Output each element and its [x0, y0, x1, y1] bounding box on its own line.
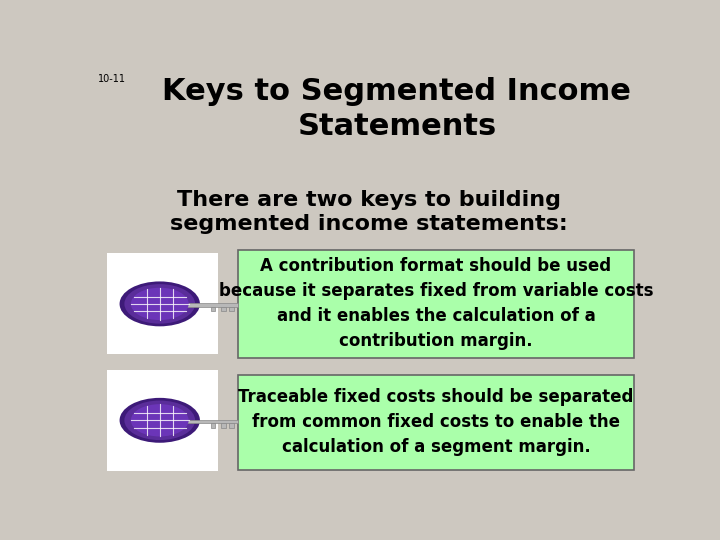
Text: There are two keys to building
segmented income statements:: There are two keys to building segmented…: [170, 190, 568, 234]
Ellipse shape: [120, 281, 200, 326]
Bar: [177, 420, 238, 423]
Text: A contribution format should be used
because it separates fixed from variable co: A contribution format should be used bec…: [219, 258, 653, 350]
Bar: [229, 307, 233, 311]
Bar: [221, 307, 225, 311]
Bar: [177, 303, 238, 307]
Bar: [107, 253, 217, 354]
Bar: [210, 423, 215, 428]
Ellipse shape: [120, 398, 200, 443]
Bar: [210, 307, 215, 311]
Ellipse shape: [125, 284, 195, 323]
Ellipse shape: [131, 288, 189, 320]
Bar: [221, 423, 225, 428]
Ellipse shape: [125, 401, 195, 440]
Text: Traceable fixed costs should be separated
from common fixed costs to enable the
: Traceable fixed costs should be separate…: [238, 388, 634, 456]
Text: Keys to Segmented Income
Statements: Keys to Segmented Income Statements: [163, 77, 631, 141]
Bar: [229, 423, 233, 428]
FancyBboxPatch shape: [238, 250, 634, 358]
FancyBboxPatch shape: [238, 375, 634, 470]
Text: 10-11: 10-11: [98, 74, 126, 84]
Bar: [107, 370, 217, 471]
Ellipse shape: [131, 404, 189, 436]
